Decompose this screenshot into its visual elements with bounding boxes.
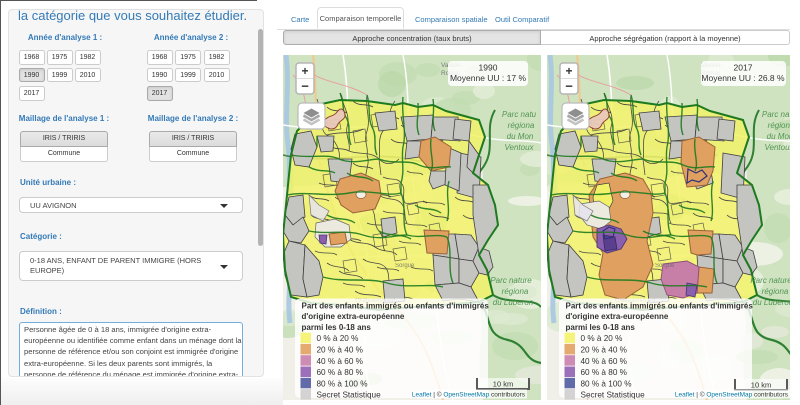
svg-text:du Mon: du Mon	[507, 132, 534, 141]
svg-text:80 % à 100 %: 80 % à 100 %	[317, 379, 368, 388]
svg-text:20 % à 40 %: 20 % à 40 %	[581, 346, 627, 355]
svg-text:Part des enfants immigrés ou e: Part des enfants immigrés ou enfants d'i…	[302, 302, 490, 311]
svg-text:−: −	[301, 79, 309, 94]
svg-text:régiona: régiona	[502, 287, 529, 296]
svg-text:0 % à 20 %: 0 % à 20 %	[581, 334, 623, 343]
svg-text:régiona: régiona	[762, 287, 789, 296]
svg-text:Moyenne UU : 26.8 %: Moyenne UU : 26.8 %	[701, 73, 785, 83]
svg-text:Parc nature: Parc nature	[490, 276, 532, 285]
svg-text:d'origine extra-européenne: d'origine extra-européenne	[302, 312, 405, 321]
svg-text:Sorgue: Sorgue	[655, 263, 675, 269]
svg-text:Moyenne UU : 17 %: Moyenne UU : 17 %	[450, 73, 527, 83]
svg-text:0 % à 20 %: 0 % à 20 %	[317, 334, 359, 343]
svg-text:40 % à 60 %: 40 % à 60 %	[317, 357, 363, 366]
svg-text:Part des enfants immigrés ou e: Part des enfants immigrés ou enfants d'i…	[566, 302, 754, 311]
svg-text:40 % à 60 %: 40 % à 60 %	[581, 357, 627, 366]
svg-text:Parc nature: Parc nature	[750, 276, 790, 285]
svg-text:+: +	[301, 64, 308, 78]
svg-text:10 km: 10 km	[493, 380, 513, 389]
svg-text:Secret Statistique: Secret Statistique	[317, 391, 382, 400]
svg-text:Ventoux: Ventoux	[504, 143, 534, 152]
svg-text:1990: 1990	[479, 63, 498, 73]
svg-text:Leaflet | © OpenStreetMap cont: Leaflet | © OpenStreetMap contributors	[412, 391, 526, 399]
svg-text:du Mon: du Mon	[767, 132, 790, 141]
svg-text:2017: 2017	[734, 63, 753, 73]
svg-text:Parc natu: Parc natu	[502, 110, 537, 119]
svg-text:du Luberon: du Luberon	[753, 298, 790, 307]
svg-text:Secret Statistique: Secret Statistique	[581, 391, 646, 400]
svg-text:du Luberon: du Luberon	[493, 298, 534, 307]
svg-text:Ventoux: Ventoux	[764, 143, 790, 152]
svg-text:10 km: 10 km	[751, 381, 771, 390]
svg-text:20 % à 40 %: 20 % à 40 %	[317, 346, 363, 355]
svg-text:60 % à 80 %: 60 % à 80 %	[581, 368, 627, 377]
svg-text:Leaflet | © OpenStreetMap cont: Leaflet | © OpenStreetMap contributors	[675, 391, 789, 399]
svg-text:80 % à 100 %: 80 % à 100 %	[581, 379, 632, 388]
svg-text:régiona: régiona	[768, 121, 790, 130]
svg-text:parmi les 0-18 ans: parmi les 0-18 ans	[302, 323, 372, 332]
svg-text:−: −	[565, 79, 573, 94]
svg-text:60 % à 80 %: 60 % à 80 %	[317, 368, 363, 377]
svg-text:parmi les 0-18 ans: parmi les 0-18 ans	[566, 323, 636, 332]
svg-text:Sorgue: Sorgue	[395, 263, 415, 269]
svg-text:d'origine extra-européenne: d'origine extra-européenne	[566, 312, 669, 321]
svg-text:Parc natu: Parc natu	[762, 110, 790, 119]
svg-text:+: +	[565, 64, 572, 78]
svg-text:régiona: régiona	[508, 121, 535, 130]
